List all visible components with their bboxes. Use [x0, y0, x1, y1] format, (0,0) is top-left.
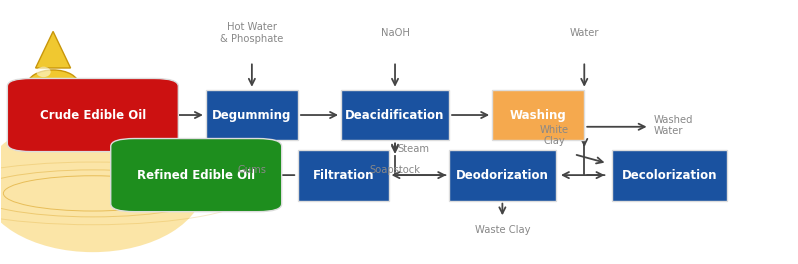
Text: White
Clay: White Clay	[539, 125, 569, 146]
FancyBboxPatch shape	[7, 78, 178, 152]
Ellipse shape	[105, 130, 120, 138]
Text: Deodorization: Deodorization	[456, 169, 549, 182]
Text: Water: Water	[570, 28, 599, 38]
Text: Decolorization: Decolorization	[622, 169, 717, 182]
FancyBboxPatch shape	[342, 89, 448, 140]
Polygon shape	[107, 115, 118, 128]
Text: Hot Water
& Phosphate: Hot Water & Phosphate	[220, 22, 283, 44]
Text: NaOH: NaOH	[381, 28, 409, 38]
FancyBboxPatch shape	[612, 150, 727, 201]
Polygon shape	[78, 120, 91, 136]
Text: Waste Clay: Waste Clay	[475, 225, 530, 235]
FancyBboxPatch shape	[206, 89, 298, 140]
Text: Degumming: Degumming	[212, 109, 291, 121]
Polygon shape	[36, 31, 70, 68]
Text: Soapstock: Soapstock	[369, 165, 421, 175]
FancyBboxPatch shape	[448, 150, 556, 201]
Text: Gums: Gums	[237, 165, 267, 175]
FancyBboxPatch shape	[492, 89, 584, 140]
Ellipse shape	[76, 138, 93, 147]
Text: Refined Edible Oil: Refined Edible Oil	[137, 169, 255, 182]
Ellipse shape	[37, 67, 51, 77]
Text: Washed
Water: Washed Water	[654, 115, 693, 136]
Text: Crude Edible Oil: Crude Edible Oil	[40, 109, 146, 121]
Ellipse shape	[27, 70, 79, 100]
Text: Washing: Washing	[510, 109, 567, 121]
FancyBboxPatch shape	[111, 139, 282, 212]
FancyBboxPatch shape	[298, 150, 389, 201]
Text: Steam: Steam	[397, 144, 429, 154]
Ellipse shape	[0, 116, 204, 252]
Text: Deacidification: Deacidification	[346, 109, 444, 121]
Text: Filtration: Filtration	[313, 169, 374, 182]
